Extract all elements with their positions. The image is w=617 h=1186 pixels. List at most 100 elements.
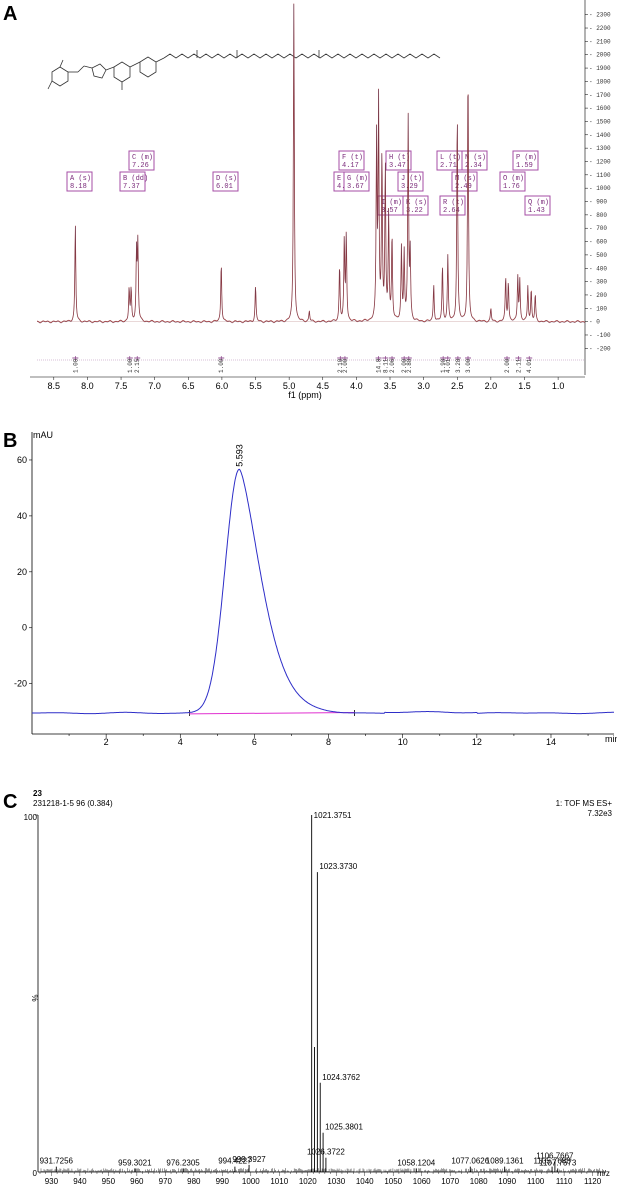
ms-x-tick-label: 1110 — [556, 1177, 573, 1186]
hplc-x-tick-label: 10 — [398, 737, 408, 747]
nmr-assignment-multiplicity: Q (m) — [528, 199, 549, 207]
nmr-x-tick-label: 3.5 — [384, 381, 397, 391]
ms-x-tick-label: 1080 — [470, 1177, 488, 1186]
nmr-y-tick-label: - 800 — [589, 212, 607, 219]
nmr-y-tick-label: - 1100 — [589, 172, 611, 179]
hplc-x-tick-label: 6 — [252, 737, 257, 747]
nmr-assignment-box: C (m)7.26 — [128, 150, 155, 171]
nmr-assignment-box: K (s)3.22 — [402, 195, 429, 216]
nmr-y-tick-label: - 2200 — [589, 25, 611, 32]
ms-y-tick-100: 100 — [24, 813, 38, 822]
nmr-x-tick-label: 8.0 — [81, 381, 94, 391]
ms-x-tick-label: 1030 — [327, 1177, 345, 1186]
panel-c: C 23 231218-1-5 96 (0.384) 1: TOF MS ES+… — [3, 789, 613, 1186]
ms-peak-label: 999.3927 — [232, 1155, 266, 1164]
nmr-y-tick-label: - 400 — [589, 265, 607, 272]
nmr-integral-value: 4.01 — [526, 358, 533, 373]
ms-x-tick-label: 1100 — [527, 1177, 545, 1186]
hplc-y-tick-label: 20 — [17, 567, 27, 577]
nmr-y-tick-label: - 2000 — [589, 52, 611, 59]
ms-x-unit: m/z — [597, 1169, 610, 1178]
nmr-assignment-box-frame — [385, 150, 412, 171]
nmr-x-tick-label: 1.5 — [518, 381, 531, 391]
hplc-x-unit: min — [605, 734, 617, 744]
ms-x-tick-label: 940 — [73, 1177, 87, 1186]
ms-x-tick-label: 1120 — [584, 1177, 602, 1186]
nmr-assignment-box: J (t)3.29 — [397, 171, 424, 192]
nmr-assignment-multiplicity: H (t) — [389, 154, 410, 162]
nmr-assignment-multiplicity: R (t) — [443, 199, 464, 207]
nmr-integral-value: 8.11 — [382, 358, 389, 373]
nmr-y-tick-label: - 0 — [589, 319, 600, 326]
nmr-x-tick-label: 4.5 — [317, 381, 330, 391]
nmr-x-tick-label: 2.0 — [485, 381, 498, 391]
ms-sample-info: 231218-1-5 96 (0.384) — [33, 799, 113, 808]
nmr-assignment-box-frame — [128, 150, 155, 171]
nmr-y-tick-label: - 2300 — [589, 12, 611, 19]
nmr-integral-value: 2.11 — [515, 358, 522, 373]
nmr-assignment-multiplicity: G (m) — [347, 175, 368, 183]
nmr-x-tick-label: 4.0 — [350, 381, 363, 391]
nmr-integrals: 1.00 1.00 2.15 1.00 2.102.00 14.8 8.11 2.06 2.00… — [37, 356, 585, 373]
nmr-x-axis-label: f1 (ppm) — [288, 390, 322, 400]
nmr-y-tick-label: - 1600 — [589, 105, 611, 112]
nmr-integral-value: 3.00 — [465, 358, 472, 373]
ms-peak-label: 1089.1361 — [486, 1157, 524, 1166]
nmr-assignment-shift: 6.01 — [216, 183, 233, 191]
ms-peak-label: 1105.7688 — [533, 1157, 571, 1166]
nmr-integral-value: 14.8 — [376, 358, 383, 373]
hplc-y-tick-label: 60 — [17, 455, 27, 465]
nmr-integral-value: 1.98 — [440, 358, 447, 373]
ms-peak-label: 959.3021 — [118, 1158, 152, 1167]
ms-x-tick-label: 1090 — [498, 1177, 516, 1186]
nmr-assignment-multiplicity: C (m) — [132, 154, 153, 162]
nmr-assignment-shift: 4.17 — [342, 162, 359, 170]
ms-x-tick-label: 1000 — [242, 1177, 260, 1186]
nmr-assignment-box: H (t)3.47 — [385, 150, 412, 171]
nmr-assignment-shift: 1.43 — [528, 207, 545, 215]
nmr-y-tick-label: - 1000 — [589, 185, 611, 192]
nmr-assignment-multiplicity: I (m) — [381, 199, 402, 207]
hplc-integration-baseline — [189, 711, 355, 715]
nmr-integral-value: 1.00 — [127, 358, 134, 373]
ms-x-tick-label: 980 — [187, 1177, 201, 1186]
nmr-assignment-multiplicity: N (s) — [465, 154, 486, 162]
hplc-x-tick-label: 14 — [546, 737, 556, 747]
nmr-assignment-shift: 2.49 — [455, 183, 472, 191]
hplc-x-tick-label: 8 — [326, 737, 331, 747]
nmr-assignment-multiplicity: L (t) — [440, 154, 461, 162]
ms-peak-label: 1107.7573 — [539, 1158, 577, 1167]
nmr-integral-value: 2.00 — [401, 358, 408, 373]
nmr-x-tick-label: 8.5 — [48, 381, 61, 391]
hplc-axes: -20 0 20 40 60 2 4 6 8 10 12 14 — [14, 432, 614, 747]
nmr-x-tick-label: 6.5 — [182, 381, 195, 391]
nmr-assignment-box: F (t)4.17 — [338, 150, 365, 171]
nmr-x-tick-label: 1.0 — [552, 381, 565, 391]
nmr-assignment-multiplicity: O (m) — [503, 175, 524, 183]
nmr-assignment-shift: 3.47 — [389, 162, 406, 170]
ms-peak-label: 1026.3722 — [307, 1148, 345, 1157]
nmr-assignment-box-frame — [512, 150, 539, 171]
nmr-assignment-shift: 3.29 — [401, 183, 418, 191]
hplc-x-tick-label: 12 — [472, 737, 482, 747]
hplc-y-tick-label: 40 — [17, 511, 27, 521]
nmr-assignment-box: Q (m)1.43 — [524, 195, 551, 216]
ms-x-tick-label: 990 — [216, 1177, 230, 1186]
nmr-assignment-box-frame — [439, 195, 466, 216]
ms-peak-label: 1024.3762 — [322, 1073, 360, 1082]
ms-peaks: 1021.3751 1023.3730 1024.3762 1025.3801 1026… — [40, 811, 577, 1172]
nmr-assignment-box-frame — [451, 171, 478, 192]
nmr-assignment-shift: 2.34 — [465, 162, 482, 170]
nmr-y-tick-label: - 900 — [589, 199, 607, 206]
ms-peak-label: 1106.7667 — [536, 1151, 574, 1160]
nmr-x-tick-label: 5.5 — [249, 381, 262, 391]
nmr-y-tick-label: - 1200 — [589, 158, 611, 165]
nmr-y-tick-label: - -200 — [589, 345, 611, 352]
nmr-y-tick-label: - 1300 — [589, 145, 611, 152]
nmr-integral-value: 2.88 — [406, 358, 413, 373]
ms-peak-label: 1058.1204 — [397, 1158, 435, 1167]
ms-peak-label: 931.7256 — [40, 1157, 74, 1166]
nmr-axes: - -200 - -100 - 0 - 100 - 200 - 300 - 400 - 500… — [30, 0, 611, 391]
nmr-assignment-shift: 8.18 — [70, 183, 87, 191]
nmr-integral-value: 1.00 — [72, 358, 79, 373]
